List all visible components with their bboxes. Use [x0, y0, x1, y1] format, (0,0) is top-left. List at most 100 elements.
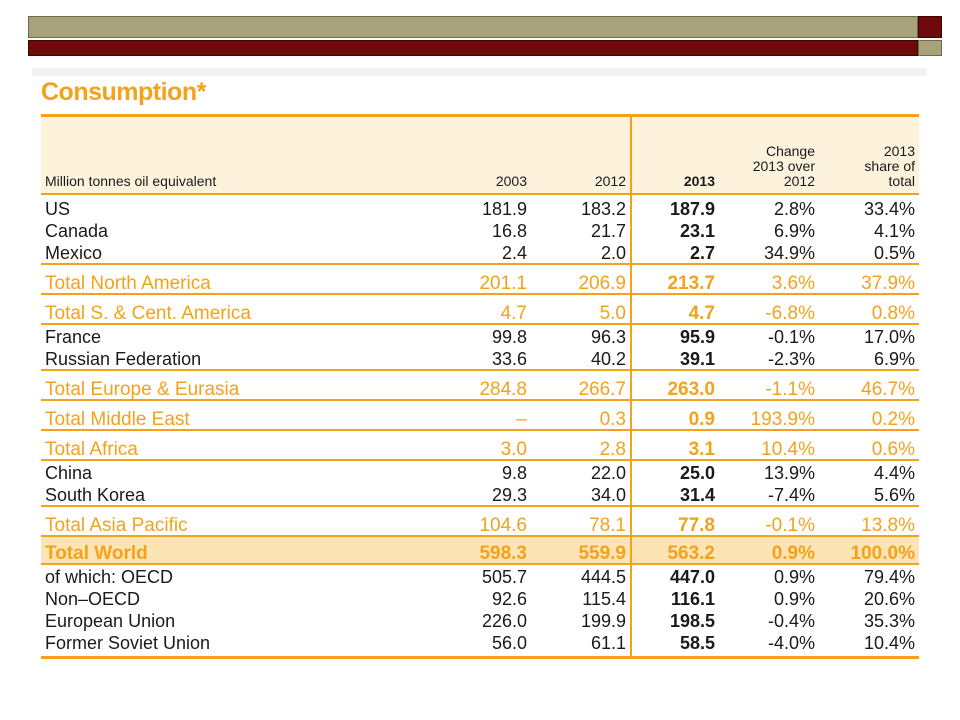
cell-2003: 92.6 [491, 589, 527, 609]
cell-2012: 266.7 [531, 369, 631, 401]
figure-title: Consumption* [41, 78, 206, 106]
header-square-olive [918, 40, 942, 56]
cell-share: 13.8% [819, 505, 919, 537]
total-row: Total Africa 3.0 2.8 3.1 10.4% 0.6% [41, 429, 919, 461]
table-row: Mexico 2.4 2.0 2.7 34.9% 0.5% [41, 241, 919, 264]
total-row: Total Asia Pacific 104.6 78.1 77.8 -0.1% 13.8… [41, 505, 919, 537]
cell-change: 13.9% [763, 463, 815, 483]
row-label: European Union [45, 611, 176, 631]
total-row: Total Middle East –0.3 0.9 193.9% 0.2% [41, 399, 919, 431]
cell-share: 0.5% [873, 243, 915, 263]
cell-2013: 3.1 [630, 429, 719, 461]
cell-change: 0.9% [773, 589, 815, 609]
cell-change: -0.1% [767, 327, 815, 347]
cell-2012: 2.0 [600, 243, 626, 263]
cell-share: 35.3% [863, 611, 915, 631]
col-header-share-line2: share of [864, 158, 915, 174]
table-row: South Korea 29.3 34.0 31.4 -7.4% 5.6% [41, 483, 919, 506]
cell-2012: 559.9 [531, 535, 631, 565]
cell-2012: 206.9 [531, 263, 631, 295]
header-square-maroon [918, 16, 942, 38]
consumption-figure: Consumption* Million tonnes oil equivale… [32, 64, 927, 684]
header-bar-olive [28, 16, 918, 38]
table-row: Russian Federation 33.6 40.2 39.1 -2.3% 6.9% [41, 347, 919, 370]
cell-share: 17.0% [863, 327, 915, 347]
cell-2003: – [431, 399, 531, 431]
cell-2003: 201.1 [431, 263, 531, 295]
row-label: Canada [45, 221, 109, 241]
cell-2003: 284.8 [431, 369, 531, 401]
col-header-2013: 2013 [630, 114, 719, 195]
row-label: Total World [41, 535, 431, 565]
total-row: Total Europe & Eurasia 284.8 266.7 263.0 -1.… [41, 369, 919, 401]
row-label: Total S. & Cent. America [41, 293, 431, 325]
row-label: Mexico [45, 243, 103, 263]
cell-2012: 96.3 [590, 327, 626, 347]
cell-share: 79.4% [863, 567, 915, 587]
cell-share: 5.6% [873, 485, 915, 505]
cell-share: 4.1% [873, 221, 915, 241]
unit-label: Million tonnes oil equivalent [41, 114, 431, 195]
cell-change: -0.4% [767, 611, 815, 631]
cell-2013: 116.1 [630, 587, 719, 609]
cell-share: 100.0% [819, 535, 919, 565]
table-row: France 99.8 96.3 95.9 -0.1% 17.0% [41, 324, 919, 347]
cell-2003: 29.3 [491, 485, 527, 505]
cell-share: 0.8% [819, 293, 919, 325]
cell-2003: 104.6 [431, 505, 531, 537]
cell-change: -2.3% [767, 349, 815, 369]
cell-change: 2.8% [773, 199, 815, 219]
cell-share: 0.2% [819, 399, 919, 431]
cell-2013: 23.1 [630, 219, 719, 241]
cell-2013: 39.1 [630, 347, 719, 370]
col-header-2012: 2012 [531, 114, 631, 195]
cell-2003: 9.8 [501, 463, 527, 483]
row-label: Total Asia Pacific [41, 505, 431, 537]
cell-share: 4.4% [873, 463, 915, 483]
cell-2013: 2.7 [630, 241, 719, 264]
table-header-row: Million tonnes oil equivalent 2003 2012 … [41, 114, 919, 195]
cell-2013: 213.7 [630, 263, 719, 295]
cell-change: 193.9% [719, 399, 819, 431]
col-header-2003: 2003 [431, 114, 531, 195]
cell-2012: 21.7 [590, 221, 626, 241]
col-header-share: 2013 share of total [819, 114, 919, 195]
cell-share: 6.9% [873, 349, 915, 369]
row-label: Russian Federation [45, 349, 202, 369]
row-label: Non–OECD [45, 589, 141, 609]
cell-share: 10.4% [819, 631, 919, 659]
cell-2012: 0.3 [531, 399, 631, 431]
cell-2012: 61.1 [531, 631, 631, 659]
col-header-share-line3: total [888, 173, 915, 189]
col-header-change-line3: 2012 [783, 173, 815, 189]
cell-2013: 198.5 [630, 609, 719, 631]
consumption-table: Million tonnes oil equivalent 2003 2012 … [41, 114, 919, 659]
cell-2012: 115.4 [582, 589, 626, 609]
cell-2003: 16.8 [491, 221, 527, 241]
cell-change: 34.9% [763, 243, 815, 263]
cell-2013: 563.2 [630, 535, 719, 565]
table-row: US 181.9 183.2 187.9 2.8% 33.4% [41, 194, 919, 219]
cell-2012: 2.8 [531, 429, 631, 461]
cell-2003: 2.4 [501, 243, 527, 263]
header-bar-maroon [28, 40, 918, 56]
cell-2012: 40.2 [590, 349, 626, 369]
cell-2003: 3.0 [431, 429, 531, 461]
cell-change: 6.9% [773, 221, 815, 241]
cell-change: -6.8% [719, 293, 819, 325]
cell-2013: 31.4 [630, 483, 719, 506]
table-row: China 9.8 22.0 25.0 13.9% 4.4% [41, 460, 919, 483]
total-world-row: Total World 598.3 559.9 563.2 0.9% 100.0% [41, 535, 919, 565]
cell-change: 3.6% [719, 263, 819, 295]
cell-2003: 33.6 [491, 349, 527, 369]
col-header-change-line2: 2013 over [752, 158, 815, 174]
cell-share: 46.7% [819, 369, 919, 401]
cell-2012: 444.5 [580, 567, 626, 587]
cell-2003: 4.7 [431, 293, 531, 325]
cell-change: -1.1% [719, 369, 819, 401]
cell-2003: 505.7 [481, 567, 527, 587]
figure-top-shade [32, 68, 927, 76]
cell-change: -0.1% [719, 505, 819, 537]
cell-change: 10.4% [719, 429, 819, 461]
table-row: Former Soviet Union 56.0 61.1 58.5 -4.0% 10.4… [41, 631, 919, 659]
